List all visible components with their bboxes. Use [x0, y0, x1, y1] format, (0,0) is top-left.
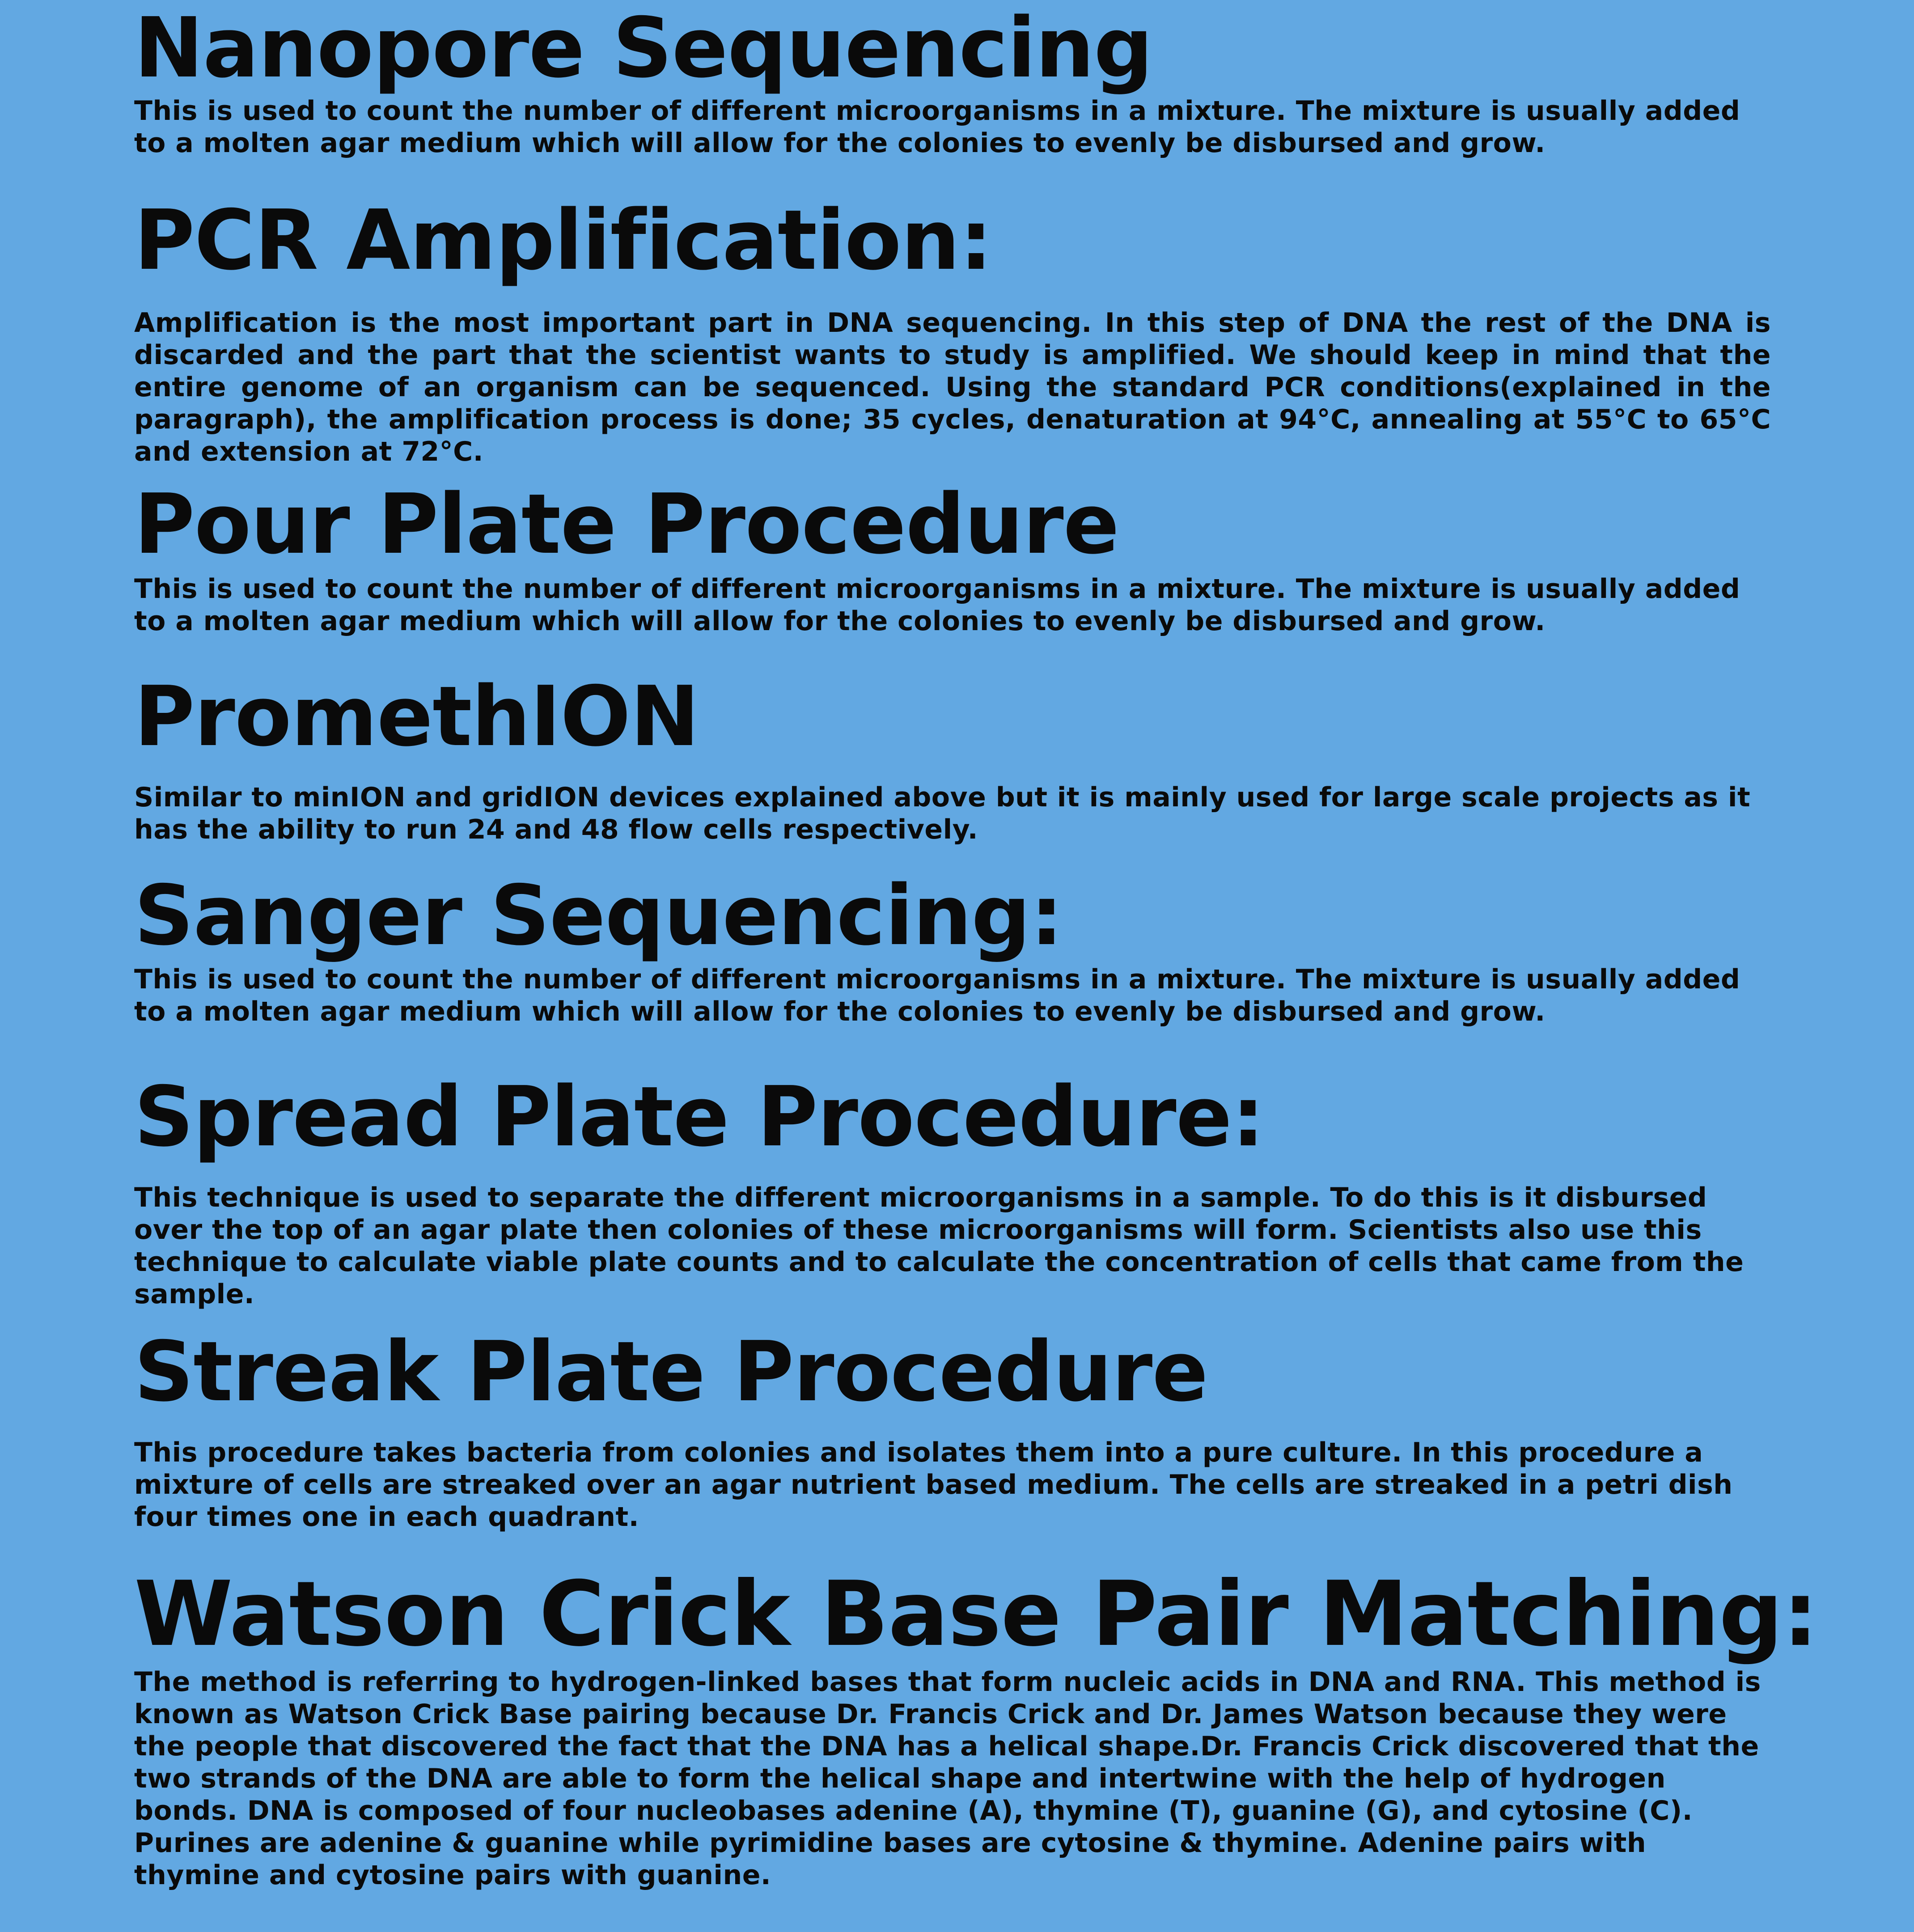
section-promethion: PromethION Similar to minION and gridION… [134, 673, 1771, 846]
heading-watson-crick-base-pair-matching: Watson Crick Base Pair Matching: [134, 1562, 1818, 1666]
section-sanger-sequencing: Sanger Sequencing: This is used to count… [134, 872, 1771, 1028]
heading-pcr-amplification: PCR Amplification: [134, 192, 992, 288]
paragraph-streak-plate-procedure: This procedure takes bacteria from colon… [134, 1437, 1733, 1533]
heading-sanger-sequencing: Sanger Sequencing: [134, 867, 1063, 964]
paragraph-promethion: Similar to minION and gridION devices ex… [134, 782, 1751, 846]
paragraph-pour-plate-procedure: This is used to count the number of diff… [134, 573, 1740, 637]
paragraph-watson-crick-base-pair-matching: The method is referring to hydrogen-link… [134, 1666, 1761, 1891]
section-streak-plate-procedure: Streak Plate Procedure This procedure ta… [134, 1328, 1771, 1533]
section-pcr-amplification: PCR Amplification: Amplification is the … [134, 197, 1771, 468]
section-spread-plate-procedure: Spread Plate Procedure: This technique i… [134, 1073, 1771, 1310]
heading-spread-plate-procedure: Spread Plate Procedure: [134, 1068, 1265, 1165]
paragraph-nanopore-sequencing: This is used to count the number of diff… [134, 95, 1740, 159]
section-nanopore-sequencing: Nanopore Sequencing This is used to coun… [134, 4, 1771, 159]
section-watson-crick-base-pair-matching: Watson Crick Base Pair Matching: The met… [134, 1562, 1818, 1891]
heading-nanopore-sequencing: Nanopore Sequencing [134, 0, 1153, 96]
paragraph-sanger-sequencing: This is used to count the number of diff… [134, 964, 1740, 1028]
heading-pour-plate-procedure: Pour Plate Procedure [134, 476, 1119, 572]
paragraph-pcr-amplification: Amplification is the most important part… [134, 307, 1771, 468]
section-pour-plate-procedure: Pour Plate Procedure This is used to cou… [134, 481, 1771, 637]
paragraph-spread-plate-procedure: This technique is used to separate the d… [134, 1182, 1744, 1310]
heading-streak-plate-procedure: Streak Plate Procedure [134, 1323, 1208, 1420]
heading-promethion: PromethION [134, 668, 699, 765]
